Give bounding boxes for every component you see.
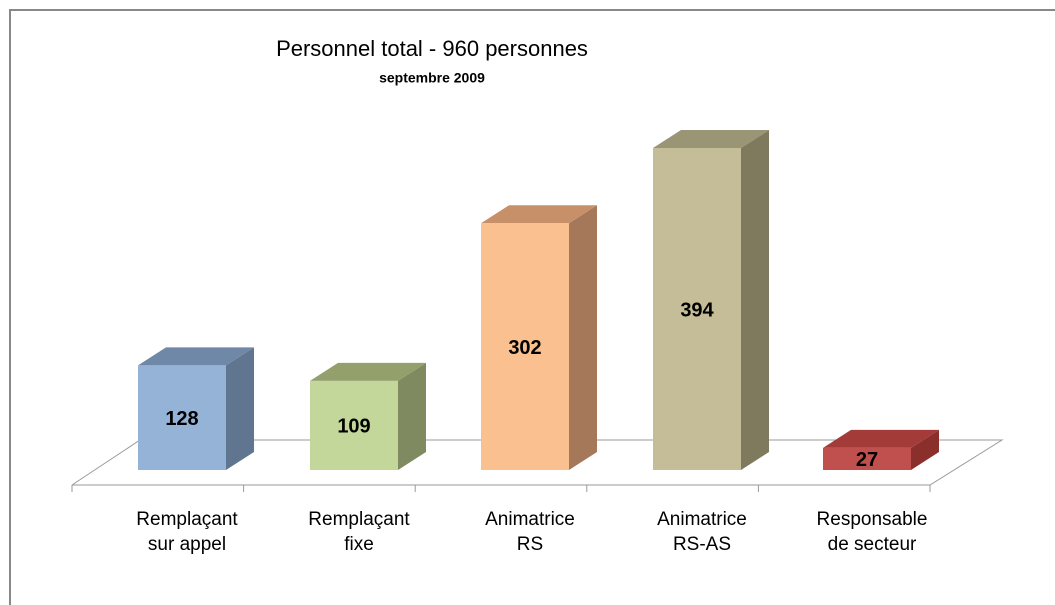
x-tick-label: Remplaçant sur appel	[136, 509, 238, 555]
data-label: 302	[508, 337, 541, 359]
bar-top	[653, 130, 769, 148]
bar-front	[823, 447, 911, 470]
data-label: 394	[680, 299, 714, 321]
x-tick-label: Animatrice RS-AS	[657, 509, 747, 555]
bar	[481, 205, 597, 471]
bar	[653, 130, 769, 470]
chart-title: Personnel total - 960 personnes	[276, 36, 588, 61]
bar	[310, 362, 426, 470]
bar	[138, 347, 254, 470]
data-label: 109	[337, 416, 370, 438]
floor-plane	[71, 439, 1004, 486]
x-tick-label: Remplaçant fixe	[308, 509, 410, 555]
bar-top	[138, 347, 254, 366]
bar-top	[481, 205, 597, 224]
bar	[823, 429, 939, 470]
bar-side	[398, 362, 426, 470]
bar-front	[481, 223, 569, 470]
bar-side	[741, 130, 769, 470]
bar-side	[911, 429, 939, 470]
data-label: 27	[856, 449, 878, 471]
bar-side	[226, 347, 254, 470]
floor	[71, 439, 1004, 486]
data-label: 128	[165, 408, 198, 430]
bar-top	[823, 429, 939, 448]
chart-subtitle: septembre 2009	[379, 70, 485, 86]
chart-border	[9, 9, 1055, 605]
x-tick-label: Animatrice RS	[485, 509, 575, 555]
bar-front	[310, 380, 398, 470]
bar-side	[569, 205, 597, 471]
bar-front	[138, 365, 226, 470]
x-tick-label: Responsable de secteur	[816, 509, 928, 555]
bar-top	[310, 362, 426, 381]
bar-front	[653, 148, 741, 470]
